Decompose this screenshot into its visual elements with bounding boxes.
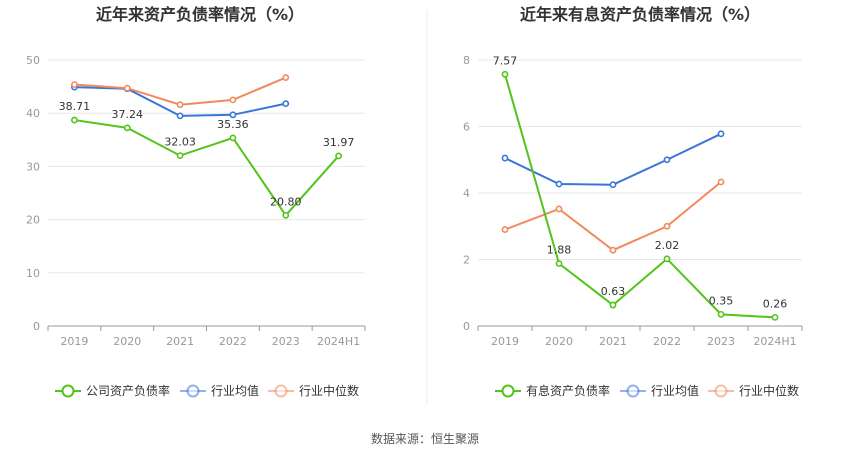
data-point	[555, 180, 563, 188]
data-label: 32.03	[164, 136, 196, 149]
data-point	[282, 211, 290, 219]
y-tick-label: 30	[26, 160, 40, 173]
data-point	[335, 152, 342, 160]
legend-marker	[274, 384, 288, 398]
y-tick-label: 10	[26, 267, 40, 280]
data-label: 20.80	[270, 195, 302, 208]
x-tick-label: 2020	[545, 335, 573, 348]
data-point	[717, 130, 725, 138]
x-tick-label: 2023	[272, 335, 300, 348]
data-label: 37.24	[112, 108, 144, 121]
data-point	[555, 205, 563, 213]
legend-item[interactable]: 行业均值	[620, 383, 699, 398]
x-tick-label: 2021	[166, 335, 194, 348]
series-line	[504, 132, 722, 186]
legend-label: 行业均值	[211, 383, 259, 398]
y-tick-label: 40	[26, 107, 40, 120]
series-line	[504, 74, 776, 319]
data-point	[663, 156, 671, 164]
y-tick-label: 0	[33, 320, 40, 333]
data-label: 2.02	[655, 239, 680, 252]
data-source-note: 数据来源：恒生聚源	[371, 431, 479, 446]
x-tick-label: 2019	[491, 335, 519, 348]
legend-marker	[626, 384, 640, 398]
chart-panel-debt-ratio: 近年来资产负债率情况（%） 0 10 20 30 40 50 2019 2020 2021 2022…	[26, 5, 366, 398]
legend-item[interactable]: 行业均值	[180, 383, 259, 398]
x-tick-label: 2023	[707, 335, 735, 348]
data-label: 38.71	[59, 100, 91, 113]
legend-label: 行业均值	[651, 383, 699, 398]
data-point	[771, 313, 779, 321]
data-point	[176, 112, 184, 120]
data-point	[229, 134, 237, 142]
data-point	[717, 310, 725, 318]
legend-item[interactable]: 有息资产负债率	[495, 383, 610, 398]
data-label: 31.97	[323, 136, 355, 149]
legend-label: 行业中位数	[299, 383, 359, 398]
data-label: 35.36	[217, 118, 249, 131]
y-tick-label: 0	[463, 320, 470, 333]
data-point	[501, 226, 509, 233]
data-point	[609, 246, 617, 254]
y-tick-label: 2	[463, 254, 470, 267]
data-point	[717, 178, 725, 186]
data-point	[71, 116, 78, 124]
x-tick-label: 2024H1	[317, 335, 360, 348]
data-point	[71, 81, 78, 88]
x-tick-label: 2020	[113, 335, 141, 348]
data-label: 0.26	[763, 297, 788, 310]
x-tick-label: 2022	[219, 335, 247, 348]
legend-label: 有息资产负债率	[526, 383, 610, 398]
legend-marker	[714, 384, 728, 398]
data-point	[229, 111, 237, 119]
legend-item[interactable]: 行业中位数	[268, 383, 359, 398]
y-tick-label: 6	[463, 121, 470, 134]
legend-label: 公司资产负债率	[86, 383, 170, 398]
legend-item[interactable]: 行业中位数	[708, 383, 799, 398]
data-point	[123, 84, 131, 92]
x-tick-label: 2022	[653, 335, 681, 348]
data-point	[282, 74, 290, 81]
data-point	[501, 154, 509, 162]
data-label: 0.35	[709, 294, 734, 307]
data-label: 1.88	[547, 243, 572, 256]
series-line	[74, 119, 340, 217]
chart-panel-interest-debt-ratio: 近年来有息资产负债率情况（%） 0 2 4 6 8 2019 2020 2021 2022 2023…	[463, 5, 803, 398]
chart-title: 近年来有息资产负债率情况（%）	[520, 5, 760, 24]
series-line	[74, 76, 287, 106]
x-tick-label: 2019	[60, 335, 88, 348]
data-label: 0.63	[601, 285, 626, 298]
y-tick-label: 8	[463, 54, 470, 67]
legend-label: 行业中位数	[739, 383, 799, 398]
legend-marker	[501, 384, 515, 398]
data-point	[176, 101, 184, 109]
data-point	[176, 152, 184, 160]
legend-marker	[61, 384, 75, 398]
y-tick-label: 4	[463, 187, 470, 200]
data-point	[123, 124, 131, 132]
x-tick-label: 2021	[599, 335, 627, 348]
data-point	[229, 96, 237, 104]
data-point	[609, 181, 617, 189]
data-point	[663, 222, 671, 230]
data-label: 7.57	[493, 54, 518, 67]
data-point	[555, 260, 563, 267]
legend-item[interactable]: 公司资产负债率	[55, 383, 170, 398]
legend-marker	[186, 384, 200, 398]
series-line	[504, 181, 722, 252]
data-point	[663, 255, 671, 263]
chart-title: 近年来资产负债率情况（%）	[96, 5, 304, 24]
data-point	[282, 100, 290, 108]
data-point	[501, 70, 509, 78]
y-tick-label: 50	[26, 54, 40, 67]
y-tick-label: 20	[26, 214, 40, 227]
x-tick-label: 2024H1	[753, 335, 796, 348]
data-point	[609, 301, 617, 309]
